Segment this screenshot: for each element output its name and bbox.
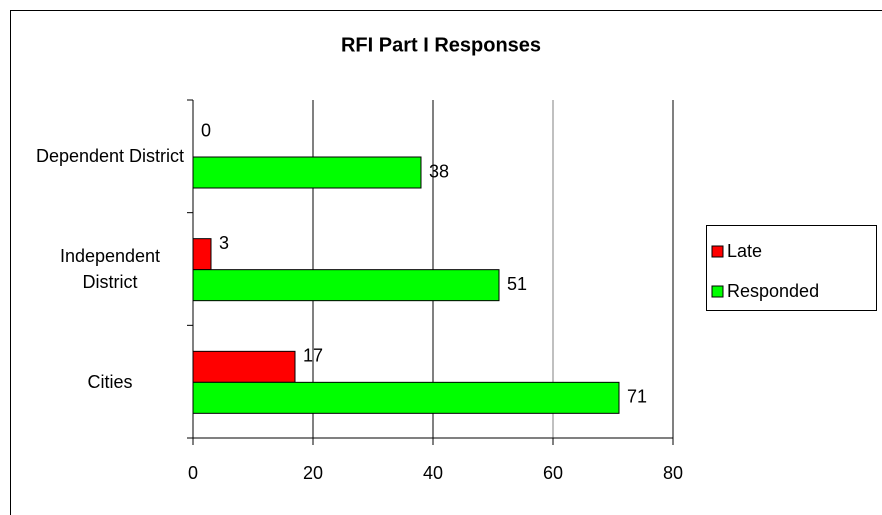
bar: [192, 381, 620, 414]
legend-swatch: [711, 285, 724, 298]
value-label: 17: [303, 346, 323, 366]
chart-title: RFI Part I Responses: [341, 34, 541, 56]
x-tick-label: 0: [188, 463, 198, 483]
bar: [192, 269, 500, 302]
bar: [192, 156, 422, 189]
value-label: 71: [627, 387, 647, 407]
value-label: 0: [201, 120, 211, 140]
legend-label: Late: [727, 241, 762, 261]
legend-label: Responded: [727, 281, 819, 301]
value-label: 38: [429, 161, 449, 181]
value-label: 51: [507, 274, 527, 294]
x-tick-label: 60: [543, 463, 563, 483]
bar: [192, 238, 212, 271]
x-tick-label: 80: [663, 463, 683, 483]
y-tick-label: Cities: [87, 371, 133, 392]
legend-swatch: [711, 245, 724, 258]
bar: [192, 350, 296, 383]
y-tick-label: Dependent District: [35, 146, 185, 167]
y-tick-label: Independent District: [59, 246, 161, 292]
x-tick-label: 20: [303, 463, 323, 483]
x-tick-label: 40: [423, 463, 443, 483]
value-label: 3: [219, 233, 229, 253]
legend-box: [706, 225, 877, 311]
